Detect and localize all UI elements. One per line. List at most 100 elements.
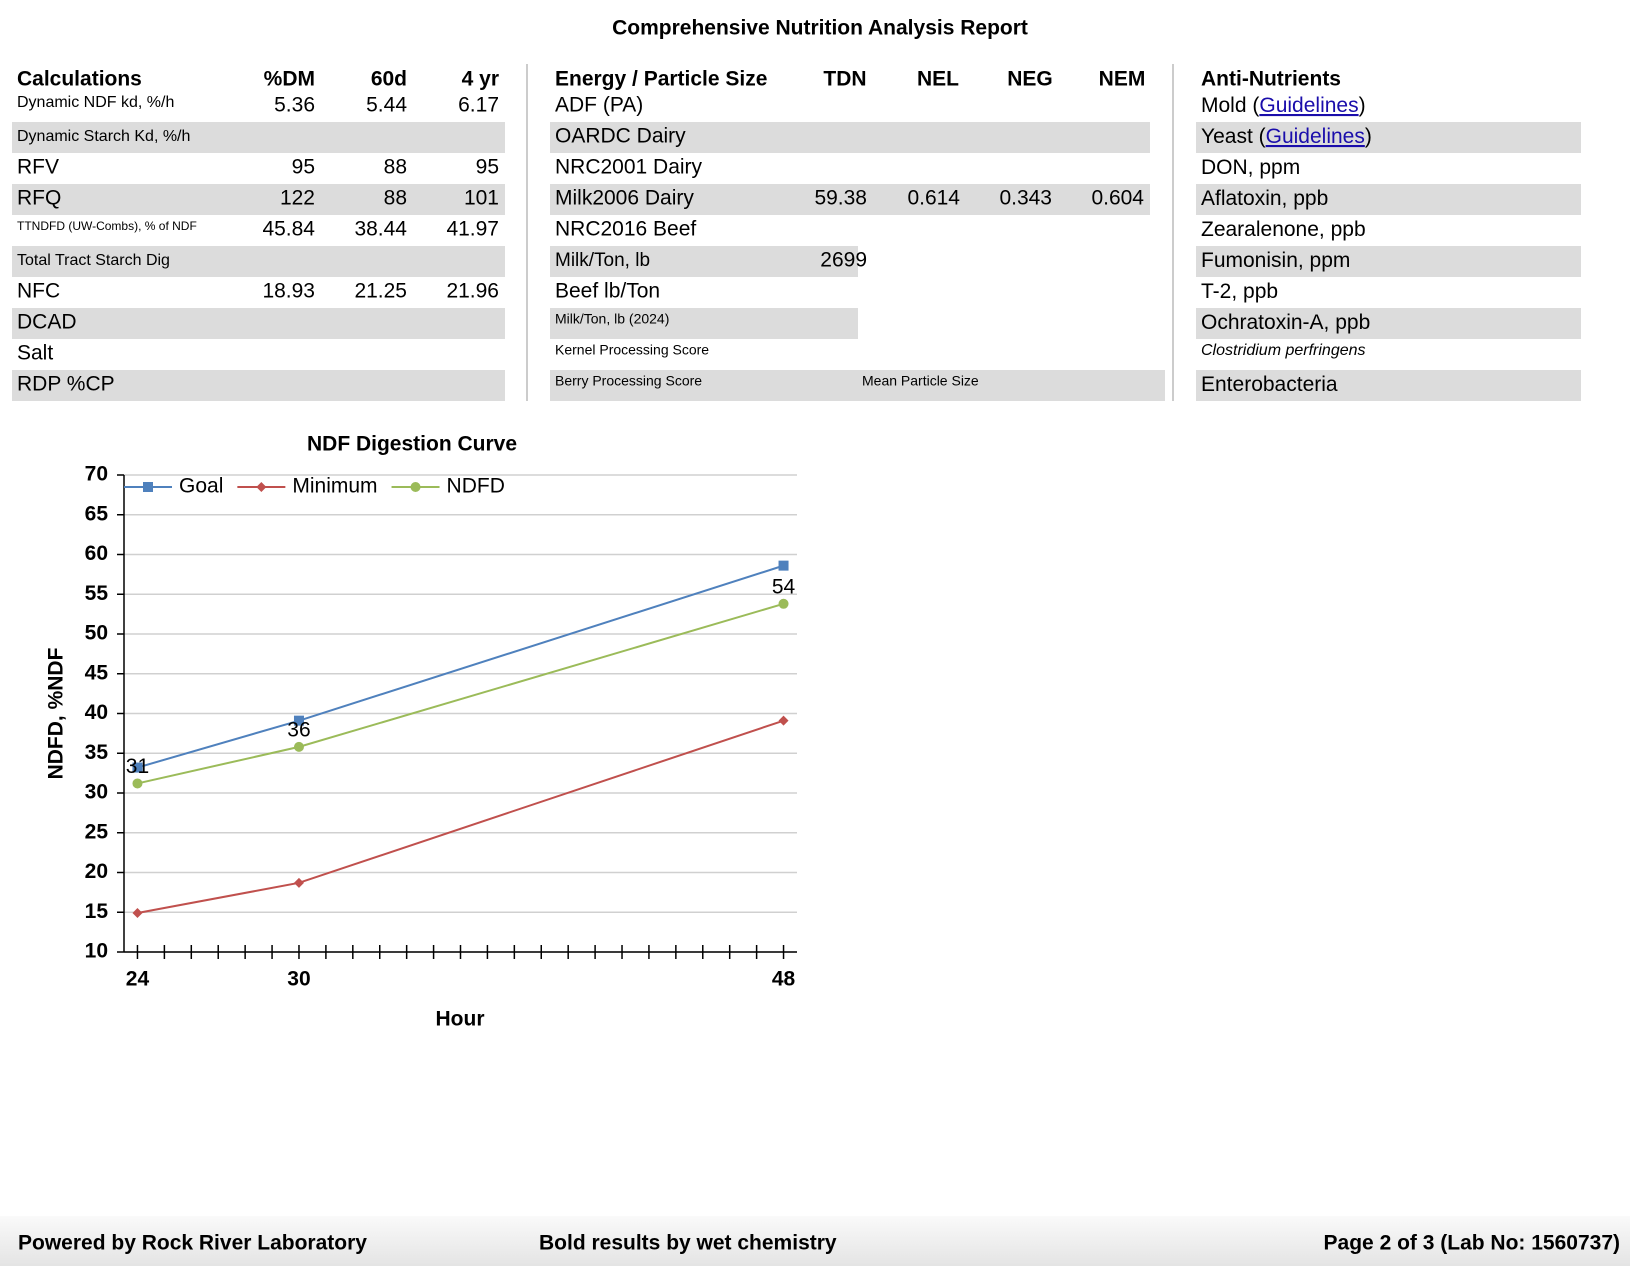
marker — [132, 762, 143, 773]
row-shade — [12, 308, 505, 339]
y-tick-label: 65 — [85, 502, 109, 525]
table-header: 60d — [371, 68, 407, 91]
row-shade — [1196, 246, 1581, 277]
row-label: TTNDFD (UW-Combs), % of NDF — [17, 219, 197, 233]
x-tick-label: 24 — [126, 968, 150, 991]
cell-value: 6.17 — [458, 94, 499, 117]
table-header: Anti-Nutrients — [1201, 68, 1341, 91]
y-tick-label: 40 — [85, 701, 108, 724]
row-label-text: Aflatoxin, ppb — [1201, 187, 1328, 210]
cell-value: 21.25 — [354, 280, 407, 303]
footer-right: Page 2 of 3 (Lab No: 1560737) — [1324, 1232, 1620, 1255]
cell-value: 0.604 — [1091, 187, 1144, 210]
row-shade — [1196, 370, 1581, 401]
row-label: Total Tract Starch Dig — [17, 252, 170, 269]
row-label: Yeast (Guidelines) — [1201, 125, 1372, 148]
cell-value: 38.44 — [354, 218, 407, 241]
legend-label: NDFD — [447, 475, 505, 498]
row-shade — [12, 370, 505, 401]
y-tick-label: 70 — [85, 463, 108, 486]
chart-title: NDF Digestion Curve — [307, 433, 517, 456]
cell-value: 101 — [464, 187, 499, 210]
row-label: Clostridium perfringens — [1201, 342, 1366, 359]
cell-value: 41.97 — [446, 218, 499, 241]
row-label: NFC — [17, 280, 60, 303]
marker — [293, 877, 304, 888]
cell-value: 5.36 — [274, 94, 315, 117]
marker — [410, 482, 421, 492]
row-label-text: ) — [1359, 94, 1366, 117]
y-tick-label: 10 — [85, 940, 108, 963]
cell-value: 122 — [280, 187, 315, 210]
cell-value: 59.38 — [814, 187, 867, 210]
row-shade — [550, 246, 858, 277]
cell-value: 5.44 — [366, 94, 407, 117]
y-tick-label: 20 — [85, 860, 108, 883]
row-shade — [550, 370, 1165, 401]
table-header: Energy / Particle Size — [555, 68, 767, 91]
cell-value: 95 — [292, 156, 315, 179]
row-label: RDP %CP — [17, 373, 115, 396]
row-label: Dynamic Starch Kd, %/h — [17, 128, 190, 145]
table-header: 4 yr — [462, 68, 499, 91]
row-label: Dynamic NDF kd, %/h — [17, 94, 174, 111]
x-tick-label: 30 — [287, 968, 310, 991]
row-label: Milk/Ton, lb (2024) — [555, 311, 669, 327]
row-label-text: T-2, ppb — [1201, 280, 1278, 303]
y-tick-label: 35 — [85, 741, 109, 764]
cell-value: 21.96 — [446, 280, 499, 303]
x-tick-label: 48 — [772, 968, 796, 991]
row-shade — [550, 184, 1150, 215]
guidelines-link[interactable]: Guidelines — [1259, 94, 1358, 117]
row-label-text: DON, ppm — [1201, 156, 1300, 179]
series-line — [137, 602, 784, 785]
row-label: Kernel Processing Score — [555, 342, 709, 358]
table-header: %DM — [264, 68, 315, 91]
row-label-text: ) — [1365, 125, 1372, 148]
row-label: Zearalenone, ppb — [1201, 218, 1366, 241]
cell-value: 45.84 — [262, 218, 315, 241]
row-label: Milk2006 Dairy — [555, 187, 694, 210]
y-axis-label: NDFD, %NDF — [45, 647, 68, 779]
x-axis-label: Hour — [436, 1008, 485, 1031]
table-header: NEM — [1099, 68, 1146, 91]
row-label: DON, ppm — [1201, 156, 1300, 179]
marker — [132, 908, 143, 919]
row-label: Mold (Guidelines) — [1201, 94, 1366, 117]
row-label: Ochratoxin-A, ppb — [1201, 311, 1370, 334]
y-tick-label: 15 — [85, 900, 109, 923]
row-label: ADF (PA) — [555, 94, 643, 117]
row-shade — [550, 308, 858, 339]
row-label: RFV — [17, 156, 59, 179]
row-label: Fumonisin, ppm — [1201, 249, 1350, 272]
row-label: Berry Processing Score — [555, 373, 702, 389]
marker — [293, 715, 304, 726]
row-shade — [12, 246, 505, 277]
row-shade — [1196, 184, 1581, 215]
row-label: RFQ — [17, 187, 61, 210]
marker — [143, 482, 153, 492]
row-label: Milk/Ton, lb — [555, 250, 650, 271]
table-header: Calculations — [17, 68, 142, 91]
row-label-text: Ochratoxin-A, ppb — [1201, 311, 1370, 334]
row-label: Beef lb/Ton — [555, 280, 660, 303]
series-line — [137, 719, 784, 915]
marker — [132, 778, 143, 789]
row-note: Mean Particle Size — [862, 373, 979, 389]
data-label: 54 — [772, 575, 796, 598]
row-label-text: Enterobacteria — [1201, 373, 1338, 396]
footer-band — [0, 1216, 1630, 1266]
row-label: Enterobacteria — [1201, 373, 1338, 396]
table-header: NEL — [917, 68, 959, 91]
footer-center: Bold results by wet chemistry — [539, 1232, 837, 1255]
y-tick-label: 60 — [85, 542, 108, 565]
table-header: NEG — [1007, 68, 1053, 91]
guidelines-link[interactable]: Guidelines — [1266, 125, 1365, 148]
row-label-text: Mold ( — [1201, 94, 1259, 117]
data-label: 36 — [287, 718, 310, 741]
marker — [293, 741, 304, 752]
row-label: NRC2016 Beef — [555, 218, 696, 241]
row-label: DCAD — [17, 311, 77, 334]
cell-value: 18.93 — [262, 280, 315, 303]
y-tick-label: 30 — [85, 781, 108, 804]
